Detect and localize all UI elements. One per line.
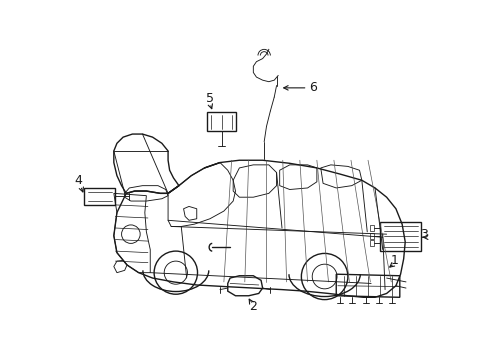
Text: 4: 4 [74,174,82,187]
Text: 2: 2 [249,300,257,313]
Text: 6: 6 [308,81,316,94]
Text: 1: 1 [389,254,398,267]
Text: 5: 5 [205,92,213,105]
Text: 3: 3 [419,228,427,240]
